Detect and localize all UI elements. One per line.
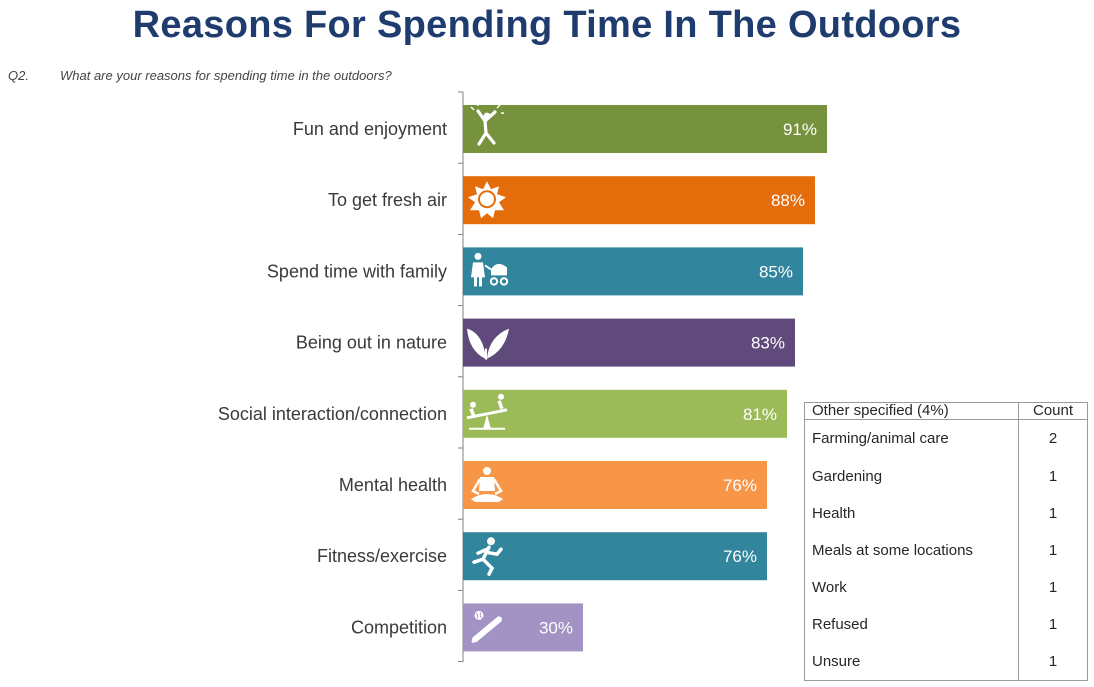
bar (463, 105, 827, 153)
row-label: Farming/animal care (812, 430, 949, 448)
row-count: 1 (1018, 457, 1087, 495)
parent-with-stroller-icon (471, 252, 509, 287)
table-row: Unsure 1 (804, 642, 1087, 680)
meditation-icon (471, 467, 503, 502)
row-label: Gardening (812, 467, 883, 485)
bar (463, 176, 815, 225)
sun-icon (468, 181, 506, 219)
bar (463, 389, 787, 438)
table-row: Meals at some locations 1 (804, 531, 1087, 569)
value-label: 76% (723, 547, 757, 566)
row-count: 1 (1018, 642, 1087, 680)
row-label: Work (812, 578, 847, 596)
category-label: Mental health (339, 475, 447, 495)
value-label: 85% (759, 262, 793, 281)
row-label: Meals at some locations (812, 541, 973, 559)
category-label: To get fresh air (328, 190, 447, 210)
bar (463, 532, 767, 581)
seesaw-icon (466, 393, 508, 430)
value-label: 88% (771, 191, 805, 210)
row-count: 1 (1018, 494, 1087, 532)
value-label: 91% (783, 120, 817, 139)
row-count: 2 (1018, 419, 1087, 458)
row-label: Unsure (812, 652, 861, 670)
category-label: Social interaction/connection (218, 404, 447, 424)
value-label: 81% (743, 405, 777, 424)
category-label: Competition (351, 617, 447, 637)
question-number: Q2. (8, 68, 29, 83)
table-row: Gardening 1 (804, 457, 1087, 495)
row-count: 1 (1018, 568, 1087, 606)
leaf-icon (467, 328, 509, 360)
question-text: What are your reasons for spending time … (60, 68, 392, 83)
chart-title: Reasons For Spending Time In The Outdoor… (132, 4, 962, 46)
table-row: Work 1 (804, 568, 1087, 606)
bar (463, 247, 803, 296)
table-row: Farming/animal care 2 (804, 419, 1087, 458)
category-label: Being out in nature (296, 333, 447, 353)
table-header-row: Other specified (4%) Count (804, 402, 1087, 420)
runner-icon (472, 537, 503, 576)
table-row: Health 1 (804, 494, 1087, 532)
category-label: Fitness/exercise (317, 546, 447, 566)
table-row: Refused 1 (804, 605, 1087, 643)
value-label: 76% (723, 476, 757, 495)
other-specified-table: Other specified (4%) Count Farming/anima… (804, 402, 1087, 680)
row-count: 1 (1018, 605, 1087, 643)
row-label: Refused (812, 615, 868, 633)
bar (463, 318, 795, 367)
bar (463, 603, 583, 652)
category-label: Fun and enjoyment (293, 119, 447, 139)
table-header-count: Count (1018, 402, 1087, 420)
value-label: 83% (751, 334, 785, 353)
value-label: 30% (539, 618, 573, 637)
table-header-label: Other specified (4%) (804, 402, 1019, 420)
bar (463, 461, 767, 509)
category-label: Spend time with family (267, 261, 447, 281)
row-label: Health (812, 504, 856, 522)
celebrating-person-icon (470, 103, 504, 146)
baseball-bat-icon (471, 610, 502, 644)
row-count: 1 (1018, 531, 1087, 569)
